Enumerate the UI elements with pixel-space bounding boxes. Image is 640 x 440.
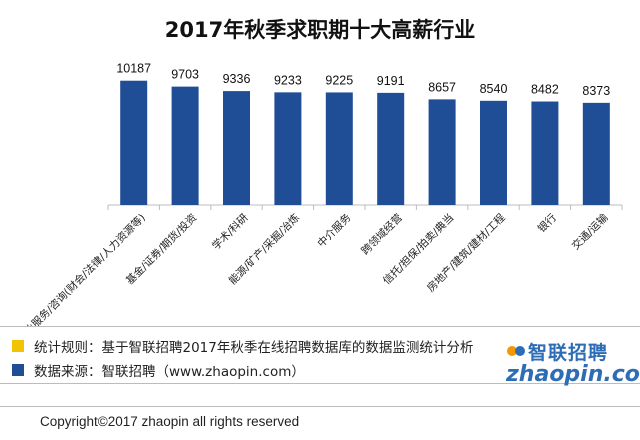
category-label: 中介服务	[315, 211, 354, 250]
bar-chart: 10187 9703 9336 9233 9225 9191 8657 8540 8482 837…	[0, 0, 640, 326]
zhaopin-logo: 智联招聘 zhaopin.com	[506, 336, 626, 394]
rule-note: 统计规则：基于智联招聘2017年秋季在线招聘数据库的数据监测统计分析	[12, 336, 473, 356]
category-label: 交通/运输	[569, 211, 611, 253]
blue-square-icon	[12, 364, 24, 376]
footer-bottom-divider	[0, 406, 640, 407]
bar	[326, 92, 353, 205]
bar	[531, 102, 558, 205]
bar-value-label: 9225	[325, 73, 353, 87]
rule-note-text: 统计规则：基于智联招聘2017年秋季在线招聘数据库的数据监测统计分析	[34, 336, 473, 356]
bar-value-label: 10187	[116, 62, 151, 76]
bar	[172, 87, 199, 205]
copyright-text: Copyright©2017 zhaopin all rights reserv…	[40, 414, 299, 429]
bar	[480, 101, 507, 205]
bar	[120, 81, 147, 205]
category-label: 学术/科研	[209, 211, 251, 253]
source-note-text: 数据来源：智联招聘（www.zhaopin.com）	[34, 360, 305, 380]
category-label: 专业服务/咨询(财会/法律/人力资源等)	[14, 211, 148, 326]
category-label: 跨领域经营	[359, 211, 405, 257]
footer-top-divider	[0, 326, 640, 327]
bar-value-label: 8482	[531, 83, 559, 97]
bar-value-label: 9233	[274, 73, 302, 87]
logo-mark-icon	[506, 342, 526, 360]
bar	[583, 103, 610, 205]
bar-value-label: 9703	[171, 68, 199, 82]
bar	[377, 93, 404, 205]
bar-value-label: 8540	[480, 82, 508, 96]
category-label: 银行	[535, 211, 559, 235]
bar-value-label: 9336	[223, 72, 251, 86]
chart-footer: 统计规则：基于智联招聘2017年秋季在线招聘数据库的数据监测统计分析 数据来源：…	[0, 326, 640, 440]
bar-value-label: 8657	[428, 80, 456, 94]
bar-value-label: 9191	[377, 74, 405, 88]
bar	[429, 99, 456, 205]
bar	[223, 91, 250, 205]
logo-cn-text: 智联招聘	[528, 338, 608, 365]
source-note: 数据来源：智联招聘（www.zhaopin.com）	[12, 360, 305, 380]
bar-value-label: 8373	[582, 84, 610, 98]
bar	[274, 92, 301, 205]
logo-en-text: zhaopin.com	[506, 362, 640, 387]
yellow-square-icon	[12, 340, 24, 352]
